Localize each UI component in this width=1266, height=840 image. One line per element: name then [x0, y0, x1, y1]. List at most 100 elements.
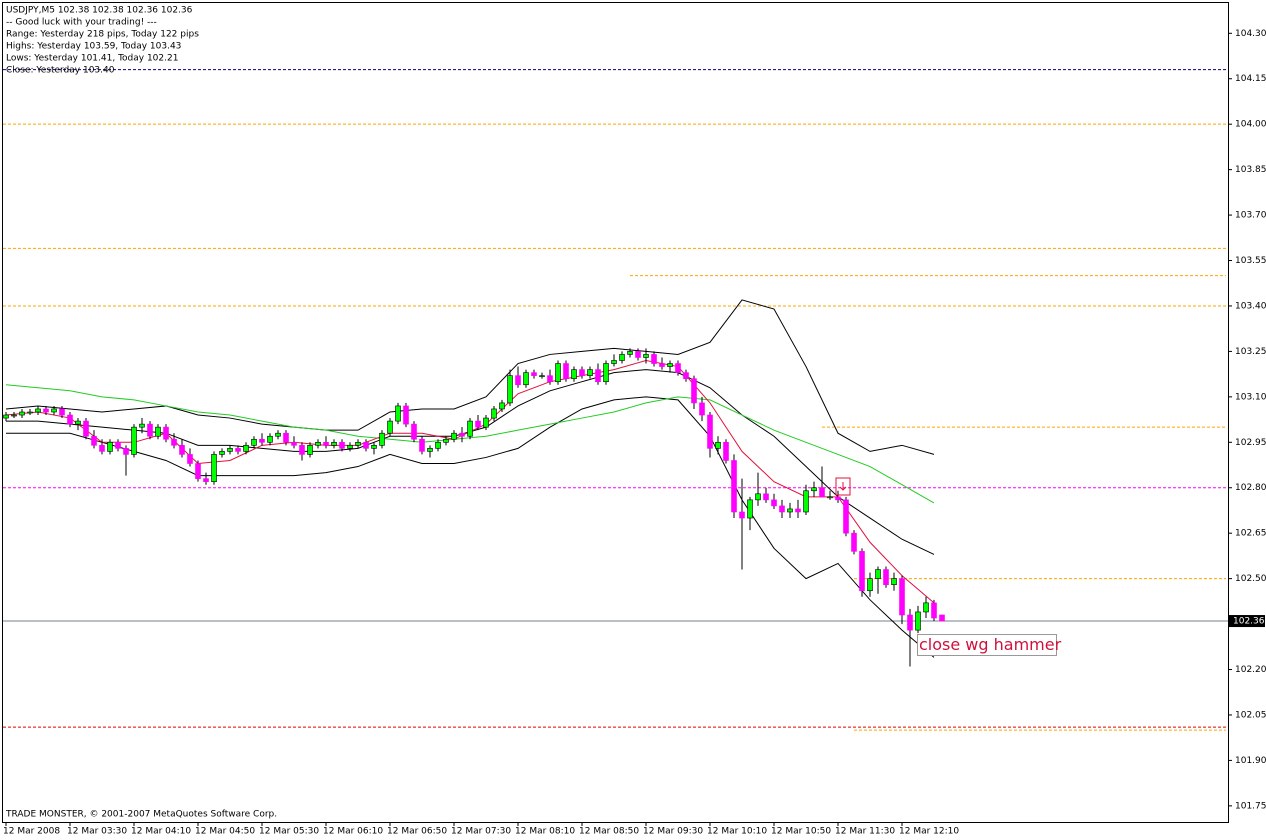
candle-body	[75, 420, 81, 425]
candle-body	[291, 441, 297, 446]
signal-arrow	[839, 482, 847, 491]
y-tick-label: 103.25	[1235, 347, 1266, 357]
candle-body	[163, 426, 169, 440]
indicator-line	[5, 299, 935, 455]
candle-body	[619, 354, 625, 361]
candle-body	[107, 441, 113, 452]
candle-body	[891, 578, 897, 585]
candle-body	[883, 569, 889, 585]
candle-body	[83, 420, 89, 437]
info-line: Close: Yesterday 103.40	[6, 66, 115, 76]
y-tick-label: 102.95	[1235, 438, 1266, 448]
candle-body	[315, 441, 321, 446]
candle-body	[811, 487, 817, 492]
y-tick-label: 104.30	[1235, 29, 1266, 39]
candle-body	[459, 432, 465, 437]
candle-body	[371, 445, 377, 449]
candle-body	[275, 432, 281, 437]
x-tick-label: 12 Mar 06:10	[323, 827, 383, 837]
candle-body	[499, 402, 505, 410]
candle-body	[531, 372, 537, 376]
plot-layer	[3, 69, 1228, 731]
candle-body	[131, 426, 137, 455]
candle-body	[227, 448, 233, 452]
candle-body	[267, 435, 273, 443]
candle-body	[875, 569, 881, 579]
info-line: Range: Yesterday 218 pips, Today 122 pip…	[6, 30, 199, 40]
candle-body	[707, 414, 713, 449]
candle-body	[195, 463, 201, 479]
candle-body	[211, 454, 217, 482]
candle-body	[779, 505, 785, 513]
candle-body	[547, 375, 553, 383]
candle-body	[467, 420, 473, 437]
candle-body	[451, 432, 457, 440]
candle-body	[259, 438, 265, 443]
x-tick-label: 12 Mar 08:10	[515, 827, 575, 837]
candle-body	[387, 420, 393, 434]
candle-body	[331, 441, 337, 446]
candle-body	[691, 378, 697, 404]
candle-body	[123, 448, 129, 455]
candle-body	[851, 532, 857, 552]
candle-body	[667, 363, 673, 367]
x-tick-label: 12 Mar 10:10	[707, 827, 767, 837]
candle-body	[19, 411, 25, 416]
candle-body	[867, 578, 873, 592]
candle-body	[523, 372, 529, 386]
y-tick-label: 101.75	[1235, 801, 1266, 811]
candle-body	[907, 614, 913, 631]
x-tick-label: 12 Mar 12:10	[899, 827, 959, 837]
candle-body	[611, 360, 617, 364]
candle-body	[435, 441, 441, 449]
candle-body	[179, 445, 185, 455]
candle-body	[219, 451, 225, 455]
candle-body	[683, 372, 689, 379]
candle-body	[11, 414, 17, 417]
candle-body	[931, 602, 937, 619]
candle-body	[3, 414, 9, 419]
copyright: TRADE MONSTER, © 2001-2007 MetaQuotes So…	[5, 810, 277, 820]
x-tick-label: 12 Mar 10:50	[771, 827, 831, 837]
candle-body	[555, 363, 561, 383]
x-tick-label: 12 Mar 2008	[3, 827, 60, 837]
candle-body	[923, 602, 929, 613]
signal-icon	[835, 477, 851, 496]
candle-body	[91, 435, 97, 446]
candle-body	[339, 441, 345, 449]
x-tick-label: 12 Mar 11:30	[835, 827, 895, 837]
candle-body	[155, 426, 161, 437]
candle-body	[899, 578, 905, 616]
y-tick-label: 103.70	[1235, 211, 1266, 221]
y-tick-label: 102.50	[1235, 574, 1266, 584]
y-tick-label: 102.20	[1235, 665, 1266, 675]
y-tick-label: 103.55	[1235, 256, 1266, 266]
info-line: Lows: Yesterday 101.41, Today 102.21	[6, 54, 178, 64]
candle-body	[587, 369, 593, 376]
x-tick-label: 12 Mar 08:50	[579, 827, 639, 837]
info-line: USDJPY,M5 102.38 102.38 102.36 102.36	[6, 6, 193, 16]
candle-body	[35, 408, 41, 413]
candle-body	[171, 438, 177, 446]
candle-body	[355, 441, 361, 446]
candle-body	[67, 414, 73, 425]
candle-body	[795, 508, 801, 513]
candle-body	[59, 408, 65, 416]
candle-body	[283, 432, 289, 443]
info-line: -- Good luck with your trading! ---	[6, 18, 157, 28]
candle-body	[483, 417, 489, 428]
candle-body	[307, 445, 313, 455]
x-tick-label: 12 Mar 09:30	[643, 827, 703, 837]
candle-body	[571, 369, 577, 379]
candle-body	[747, 499, 753, 519]
indicator-line	[6, 396, 935, 658]
candle-body	[843, 499, 849, 534]
candle-body	[235, 448, 241, 452]
candle-body	[51, 408, 57, 413]
candle-body	[715, 441, 721, 449]
candle-body	[723, 441, 729, 461]
candle-body	[147, 423, 153, 437]
candle-body	[99, 445, 105, 452]
candle-body	[643, 354, 649, 358]
candle-body	[139, 423, 145, 428]
